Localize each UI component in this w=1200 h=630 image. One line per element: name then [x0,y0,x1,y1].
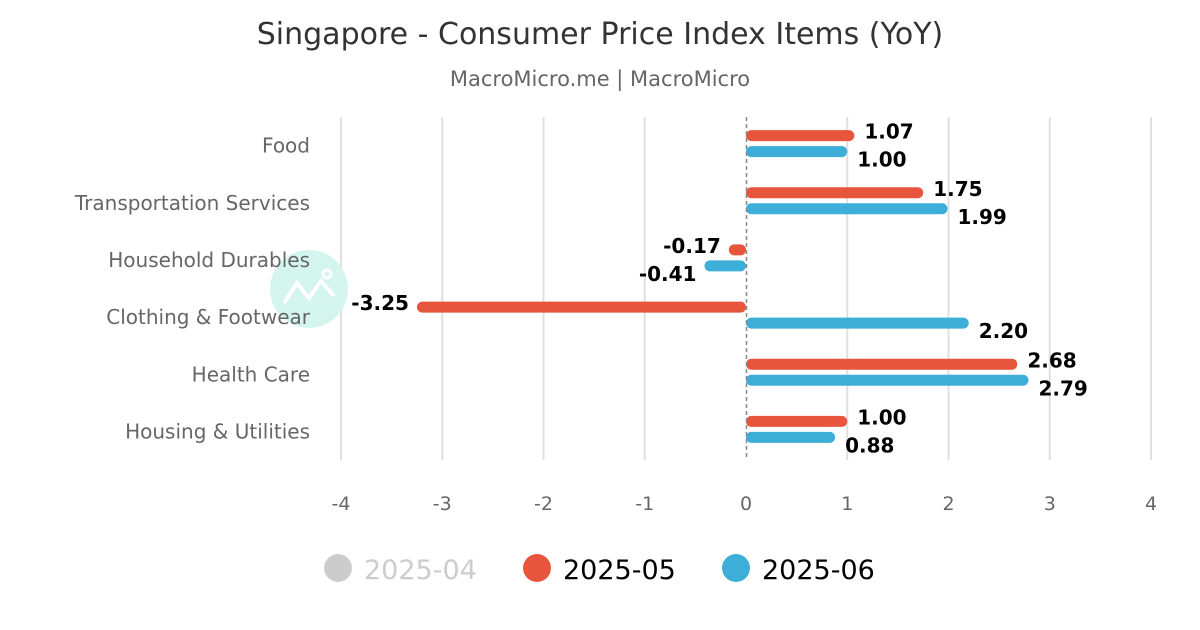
bar-2025-06 [746,203,948,215]
x-tick-label: 1 [841,493,853,515]
chart-title: Singapore - Consumer Price Index Items (… [257,17,943,52]
legend-label: 2025-05 [563,555,676,586]
bar-2025-05 [746,130,855,142]
bar-2025-06 [746,146,848,158]
legend-marker-icon [722,554,750,582]
legend-marker-icon [523,554,551,582]
bar-2025-05 [746,415,848,427]
chart-subtitle: MacroMicro.me | MacroMicro [450,67,750,92]
data-label: 1.75 [933,177,982,201]
legend-label: 2025-04 [364,555,477,586]
legend-item-2025-05[interactable]: 2025-05 [523,554,676,586]
data-labels: 1.07 1.00 1.75 1.99 -0.17 -0.41 -3.25 2.20 2.68 2… [351,120,1088,458]
category-labels: Food Transportation Services Household Dur… [74,134,311,444]
category-label: Transportation Services [74,191,310,215]
data-label: 0.88 [845,433,894,457]
legend-item-2025-06[interactable]: 2025-06 [722,554,875,586]
legend-label: 2025-06 [762,555,875,586]
bar-2025-05 [746,358,1018,370]
legend-item-2025-04[interactable]: 2025-04 [324,554,477,586]
x-tick-label: -1 [635,493,654,515]
x-tick-label: 4 [1145,493,1157,515]
bar-2025-05 [416,301,746,313]
bar-2025-05 [728,244,746,256]
x-tick-label: -2 [534,493,553,515]
bar-2025-06 [746,374,1029,386]
category-label: Health Care [192,362,310,386]
data-label: 1.99 [957,205,1006,229]
data-label: -0.41 [639,262,697,286]
x-tick-label: 3 [1044,493,1056,515]
data-label: 1.00 [857,148,906,172]
data-label: 2.20 [979,319,1028,343]
data-label: 1.00 [857,405,906,429]
bar-2025-06 [746,431,836,443]
watermark [270,250,348,328]
data-label: 2.79 [1038,376,1087,400]
bar-2025-05 [746,187,924,199]
category-label: Food [262,134,310,158]
x-tick-label: -3 [433,493,452,515]
category-label: Household Durables [108,248,310,272]
category-label: Clothing & Footwear [106,305,311,329]
legend[interactable]: 2025-04 2025-05 2025-06 [324,554,875,586]
bar-2025-06 [746,317,969,329]
data-label: -3.25 [351,291,409,315]
grid [340,117,1152,460]
category-label: Housing & Utilities [125,419,310,443]
x-tick-label: -4 [332,493,351,515]
data-label: 2.68 [1027,348,1076,372]
watermark-logo-line [282,277,336,305]
bar-2025-06 [704,260,746,272]
watermark-logo-dot [321,268,333,280]
x-tick-labels: -4 -3 -2 -1 0 1 2 3 4 [332,493,1158,515]
x-tick-label: 0 [740,493,752,515]
legend-marker-icon [324,554,352,582]
data-label: -0.17 [663,234,721,258]
x-tick-label: 2 [942,493,954,515]
data-label: 1.07 [864,120,913,144]
bars [416,130,1029,443]
